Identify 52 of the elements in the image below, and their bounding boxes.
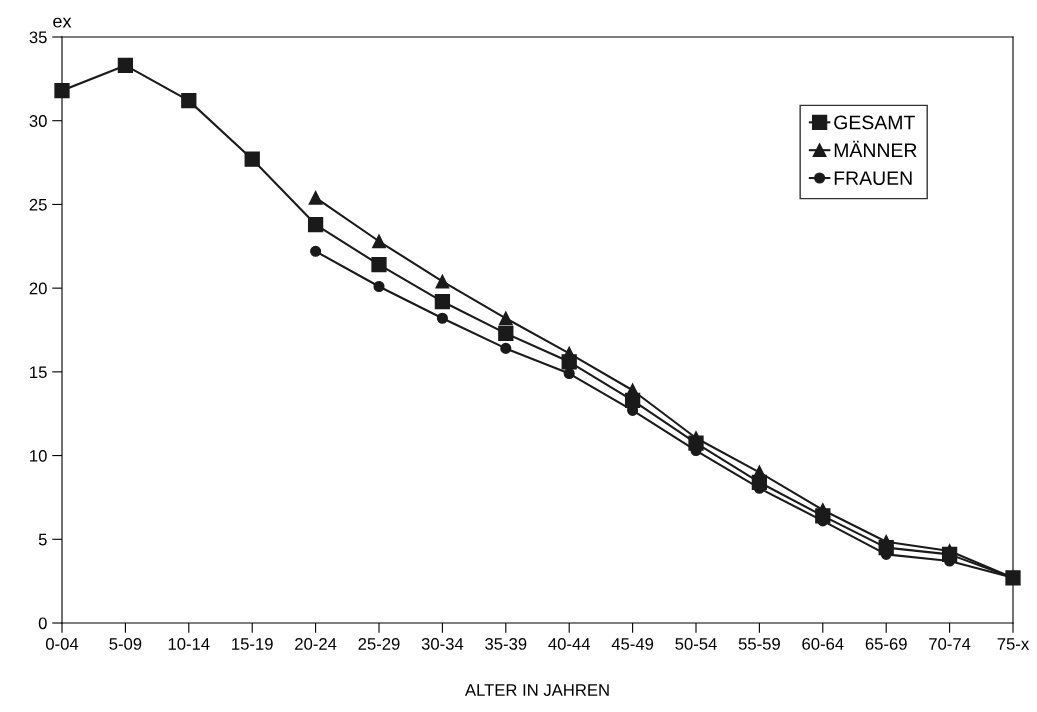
point bbox=[435, 274, 450, 289]
point bbox=[688, 435, 704, 451]
x-tick-label: 5-09 bbox=[109, 638, 142, 650]
y-tick-label: 25 bbox=[29, 198, 47, 211]
point bbox=[498, 325, 514, 341]
x-tick-label: 30-34 bbox=[421, 638, 464, 650]
x-tick-label: 35-39 bbox=[485, 638, 527, 650]
point bbox=[372, 234, 386, 249]
y-tick-label: 30 bbox=[29, 115, 47, 127]
point bbox=[878, 540, 894, 556]
x-tick-label: 25-29 bbox=[358, 638, 400, 650]
point bbox=[244, 151, 260, 167]
point bbox=[373, 280, 385, 293]
x-tick-label: 55-59 bbox=[738, 638, 780, 650]
point bbox=[310, 245, 322, 257]
point bbox=[751, 474, 768, 490]
point bbox=[434, 293, 451, 310]
point bbox=[307, 216, 324, 233]
x-tick-label: 15-19 bbox=[232, 638, 273, 650]
x-tick-label: 45-49 bbox=[611, 638, 654, 650]
x-tick-label: 70-74 bbox=[929, 638, 971, 650]
y-tick-label: 20 bbox=[29, 282, 47, 295]
x-tick-label: 75-x bbox=[997, 638, 1030, 650]
point bbox=[117, 57, 134, 74]
x-tick-label: 0-04 bbox=[45, 638, 79, 650]
x-tick-label: 10-14 bbox=[168, 638, 210, 650]
point bbox=[181, 92, 197, 109]
point bbox=[371, 257, 387, 273]
y-tick-label: 35 bbox=[29, 31, 47, 44]
point bbox=[624, 392, 641, 408]
point bbox=[436, 312, 448, 324]
point bbox=[308, 190, 323, 205]
x-tick-label: 20-24 bbox=[295, 638, 337, 650]
x-axis-title: ALTER IN JAHREN bbox=[464, 684, 609, 696]
point bbox=[815, 508, 831, 524]
point bbox=[941, 546, 958, 562]
x-tick-label: 40-44 bbox=[548, 638, 591, 650]
x-tick-label: 65-69 bbox=[865, 638, 907, 650]
legend-label: FRAUEN bbox=[834, 171, 912, 186]
x-tick-label: 60-64 bbox=[802, 638, 844, 650]
legend-label: GESAMT bbox=[834, 115, 915, 130]
y-tick-label: 5 bbox=[38, 533, 47, 546]
y-tick-label: 10 bbox=[30, 449, 47, 462]
y-tick-label: 0 bbox=[38, 617, 47, 630]
point bbox=[498, 311, 513, 326]
legend-label: MÄNNER bbox=[834, 140, 917, 157]
y-axis-title: ex bbox=[53, 17, 72, 28]
point bbox=[54, 82, 70, 99]
y-tick-label: 15 bbox=[30, 366, 47, 379]
x-tick-label: 50-54 bbox=[675, 638, 717, 650]
point bbox=[561, 354, 577, 370]
point bbox=[500, 342, 512, 354]
